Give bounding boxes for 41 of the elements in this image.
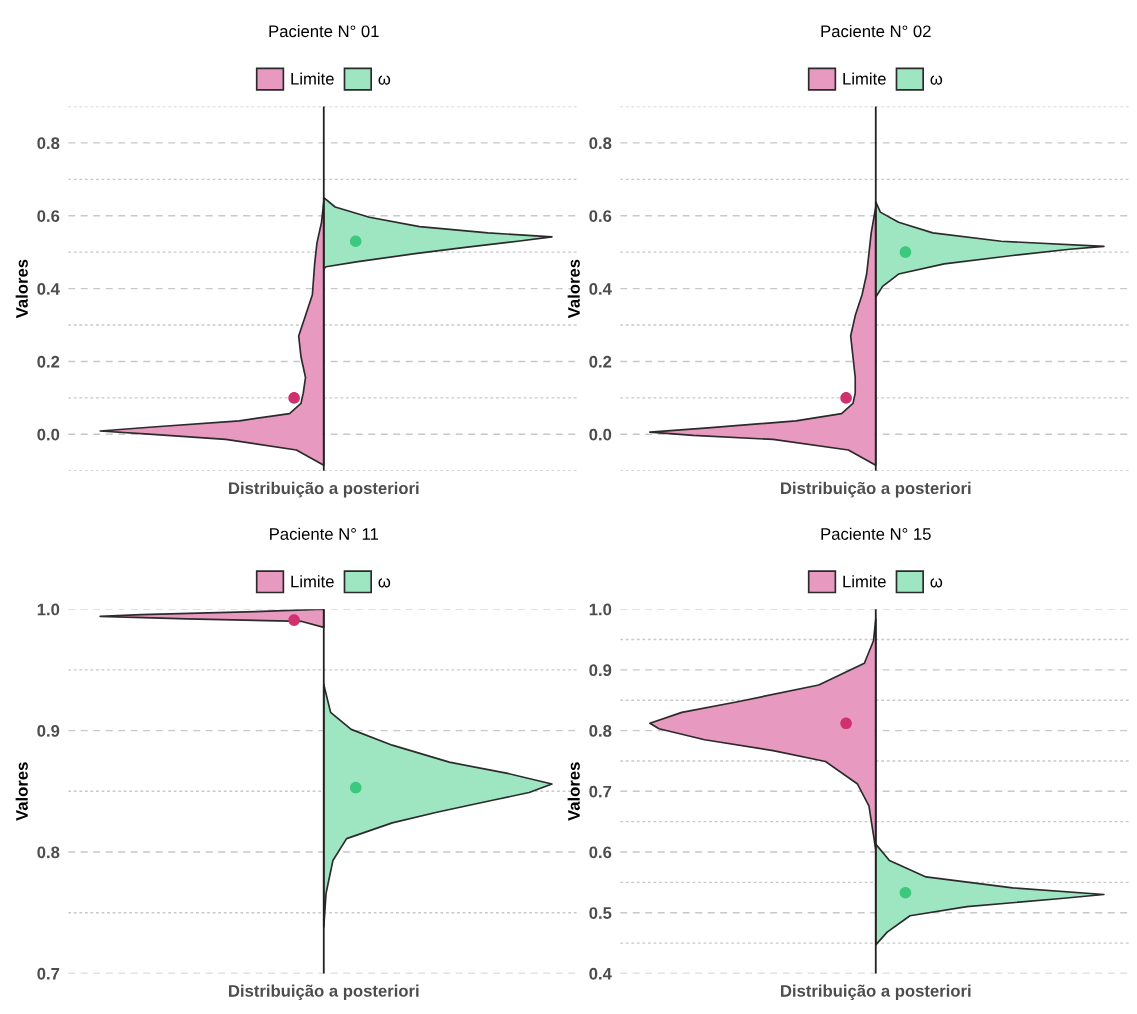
y-axis-title: Valores: [15, 259, 28, 319]
y-tick-label: 0.6: [37, 210, 60, 222]
chart-title: Paciente N° 02: [821, 24, 931, 38]
y-tick-label: 1.0: [589, 603, 612, 616]
y-tick-label: 0.6: [589, 846, 612, 859]
legend-label: ω: [930, 75, 943, 85]
chart-title: Paciente N° 01: [269, 24, 379, 38]
x-axis-title: Distribuição a posteriori: [781, 481, 971, 498]
y-tick-label: 1.0: [37, 603, 60, 616]
y-tick-label: 0.8: [589, 724, 612, 737]
y-tick-label: 0.7: [589, 785, 612, 798]
x-axis-title: Distribuição a posteriori: [229, 481, 419, 498]
y-tick-label: 0.8: [37, 846, 60, 859]
legend-label: Limite: [843, 575, 886, 588]
y-tick-label: 0.5: [589, 907, 612, 919]
y-tick-label: 0.7: [37, 967, 60, 980]
legend-label: ω: [378, 75, 391, 85]
legend-label: ω: [930, 578, 943, 588]
chart-title: Paciente N° 11: [270, 527, 379, 540]
y-tick-label: 0.9: [589, 664, 612, 677]
legend-label: Limite: [843, 72, 886, 85]
legend-label: Limite: [291, 575, 334, 588]
x-axis-title: Distribuição a posteriori: [781, 984, 971, 1001]
y-tick-label: 0.4: [37, 283, 60, 295]
y-axis-title: Valores: [567, 762, 580, 821]
y-tick-label: 0.6: [589, 210, 612, 222]
y-tick-label: 0.4: [589, 283, 612, 295]
y-tick-label: 0.4: [589, 967, 612, 980]
y-axis-title: Valores: [15, 762, 28, 821]
y-tick-label: 0.2: [37, 355, 60, 368]
x-axis-title: Distribuição a posteriori: [229, 984, 419, 1001]
y-tick-label: 0.0: [37, 428, 60, 441]
y-tick-label: 0.8: [589, 137, 612, 150]
y-tick-label: 0.9: [37, 724, 60, 737]
legend-label: Limite: [291, 72, 334, 85]
y-axis-title: Valores: [567, 259, 580, 319]
chart-title: Paciente N° 15: [821, 527, 931, 540]
y-tick-label: 0.2: [589, 355, 612, 368]
y-tick-label: 0.0: [589, 428, 612, 441]
y-tick-label: 0.8: [37, 137, 60, 150]
legend-label: ω: [378, 578, 391, 588]
